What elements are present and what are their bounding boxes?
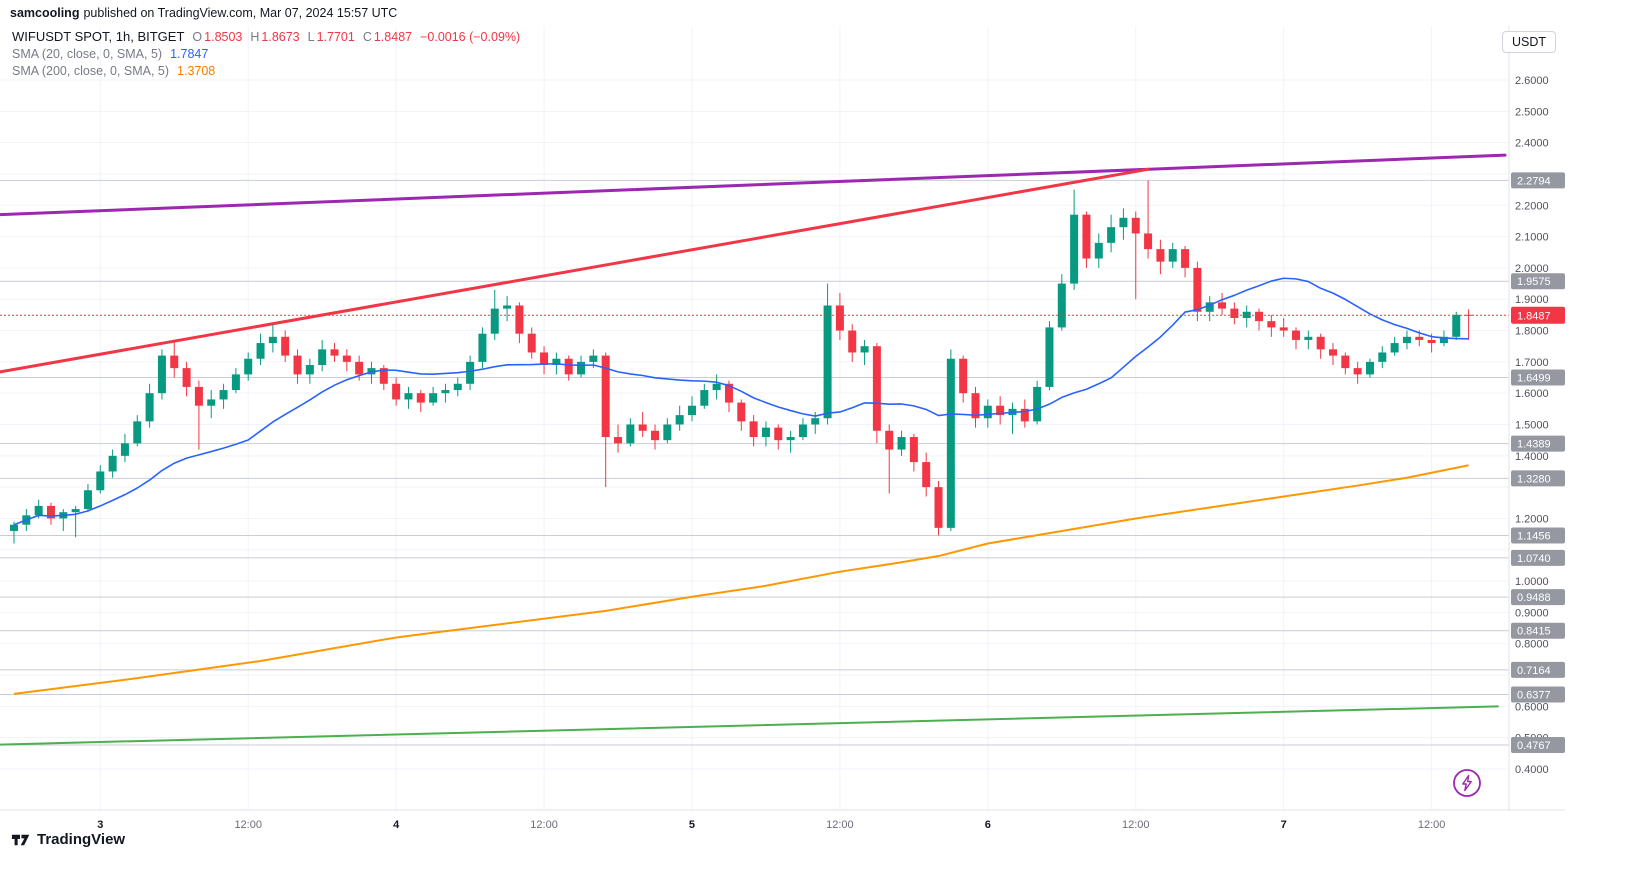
svg-text:1.4389: 1.4389 — [1517, 439, 1551, 451]
svg-text:0.8000: 0.8000 — [1515, 639, 1549, 651]
ohlc-high: H 1.8673 — [250, 30, 300, 44]
sma20-label: SMA (20, close, 0, SMA, 5) — [12, 47, 163, 61]
svg-text:12:00: 12:00 — [530, 819, 558, 831]
level-lines-layer — [0, 179, 1509, 746]
ohlc-low: L 1.7701 — [307, 30, 355, 44]
svg-text:1.0000: 1.0000 — [1515, 576, 1549, 588]
svg-text:0.8415: 0.8415 — [1517, 626, 1551, 638]
publish-info: published on TradingView.com, Mar 07, 20… — [83, 6, 398, 20]
trend-lines-layer[interactable] — [0, 153, 1507, 746]
svg-text:2.6000: 2.6000 — [1515, 75, 1549, 87]
svg-text:0.6377: 0.6377 — [1517, 690, 1551, 702]
svg-text:1.6499: 1.6499 — [1517, 373, 1551, 385]
sma200-line — [13, 464, 1469, 695]
svg-text:6: 6 — [985, 819, 991, 831]
svg-text:2.1000: 2.1000 — [1515, 232, 1549, 244]
svg-text:0.9000: 0.9000 — [1515, 607, 1549, 619]
svg-text:5: 5 — [689, 819, 695, 831]
grid-layer — [0, 26, 1509, 810]
svg-text:4: 4 — [393, 819, 400, 831]
svg-text:1.0740: 1.0740 — [1517, 553, 1551, 565]
svg-text:1.4000: 1.4000 — [1515, 451, 1549, 463]
legend-symbol-row: WIFUSDT SPOT, 1h, BITGET O 1.8503 H 1.8673… — [12, 29, 520, 44]
svg-text:1.8487: 1.8487 — [1517, 310, 1551, 322]
svg-text:0.6000: 0.6000 — [1515, 701, 1549, 713]
sma200-value: 1.3708 — [177, 64, 216, 78]
svg-text:2.2794: 2.2794 — [1517, 175, 1551, 187]
price-axis[interactable]: 2.6000 2.5000 2.4000 2.2000 2.1000 2.0000 1.90… — [1508, 26, 1565, 810]
chart-legend: WIFUSDT SPOT, 1h, BITGET O 1.8503 H 1.8673… — [12, 29, 520, 81]
svg-text:12:00: 12:00 — [234, 819, 262, 831]
svg-text:0.7164: 0.7164 — [1517, 665, 1551, 677]
sma20-line — [13, 277, 1469, 526]
svg-text:3: 3 — [97, 819, 103, 831]
svg-text:1.6000: 1.6000 — [1515, 388, 1549, 400]
symbol-title[interactable]: WIFUSDT SPOT, 1h, BITGET — [12, 29, 185, 44]
legend-sma20-row[interactable]: SMA (20, close, 0, SMA, 5) 1.7847 — [12, 47, 520, 61]
candles-layer — [10, 180, 1473, 544]
svg-text:0.4000: 0.4000 — [1515, 764, 1549, 776]
time-axis[interactable]: 3 12:00 4 12:00 5 12:00 6 12:00 7 12:00 — [0, 809, 1565, 831]
change-value: −0.0016 (−0.09%) — [420, 30, 521, 44]
svg-text:1.2000: 1.2000 — [1515, 513, 1549, 525]
svg-text:1.3280: 1.3280 — [1517, 473, 1551, 485]
svg-text:0.9488: 0.9488 — [1517, 592, 1551, 604]
svg-text:2.0000: 2.0000 — [1515, 263, 1549, 275]
svg-text:2.2000: 2.2000 — [1515, 200, 1549, 212]
sma20-value: 1.7847 — [170, 47, 209, 61]
svg-text:2.4000: 2.4000 — [1515, 138, 1549, 150]
ohlc-close: C 1.8487 — [362, 30, 413, 44]
ohlc-open: O 1.8503 — [192, 30, 243, 44]
svg-text:1.8000: 1.8000 — [1515, 326, 1549, 338]
svg-text:1.5000: 1.5000 — [1515, 420, 1549, 432]
svg-text:1.7000: 1.7000 — [1515, 357, 1549, 369]
boost-button[interactable] — [1452, 768, 1482, 798]
currency-toggle-button[interactable]: USDT — [1502, 31, 1557, 53]
tradingview-wordmark: TradingView — [37, 831, 126, 848]
svg-text:1.9575: 1.9575 — [1517, 276, 1551, 288]
svg-text:1.9000: 1.9000 — [1515, 294, 1549, 306]
svg-text:12:00: 12:00 — [826, 819, 854, 831]
legend-sma200-row[interactable]: SMA (200, close, 0, SMA, 5) 1.3708 — [12, 64, 520, 78]
svg-text:0.4767: 0.4767 — [1517, 740, 1551, 752]
author-name: samcooling — [10, 6, 80, 20]
tradingview-logo[interactable]: TradingView — [10, 829, 125, 850]
publisher-bar: samcooling published on TradingView.com, … — [10, 6, 397, 20]
tradingview-icon — [11, 834, 30, 846]
svg-text:12:00: 12:00 — [1122, 819, 1150, 831]
svg-text:12:00: 12:00 — [1418, 819, 1446, 831]
svg-text:2.5000: 2.5000 — [1515, 106, 1549, 118]
svg-text:1.1456: 1.1456 — [1517, 530, 1551, 542]
lightning-icon — [1453, 769, 1481, 797]
svg-text:7: 7 — [1281, 819, 1287, 831]
sma200-label: SMA (200, close, 0, SMA, 5) — [12, 64, 170, 78]
